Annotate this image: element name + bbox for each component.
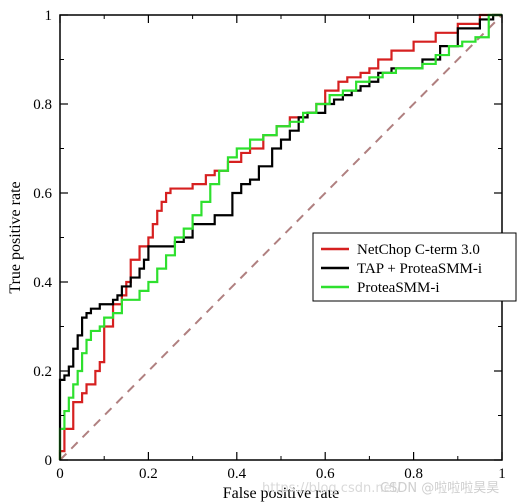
series-line-2 xyxy=(58,13,502,460)
series-layer xyxy=(58,13,502,460)
y-axis-title: True positive rate xyxy=(7,181,24,293)
legend: NetChop C-term 3.0 TAP + ProteaSMM-i Prote… xyxy=(312,232,517,302)
x-tick-label: 0.6 xyxy=(316,466,335,482)
x-axis-title: False positive rate xyxy=(223,485,339,502)
x-tick-label: 1 xyxy=(498,466,506,482)
diagonal-line xyxy=(59,14,503,461)
watermark-text: CSDN @啦啦啦昊昊 xyxy=(380,481,499,496)
x-tick-label: 0 xyxy=(56,466,64,482)
ticks-layer: 0 0.2 0.4 0.6 0.8 1 0 0.2 0.4 0.6 0.8 1 xyxy=(33,8,506,482)
y-tick-label: 0.6 xyxy=(33,186,52,202)
y-tick-label: 0 xyxy=(45,453,53,469)
legend-label-1: NetChop C-term 3.0 xyxy=(357,242,480,258)
diagonal-layer xyxy=(59,14,503,461)
y-tick-label: 1 xyxy=(45,8,53,24)
y-tick-label: 0.4 xyxy=(33,275,52,291)
legend-label-2: TAP + ProteaSMM-i xyxy=(357,261,482,277)
series-line-3 xyxy=(58,13,502,460)
x-tick-label: 0.4 xyxy=(227,466,246,482)
series-line-1 xyxy=(58,13,502,460)
watermark-url: https://blog.csdn.net/ xyxy=(262,481,402,496)
x-tick-label: 0.2 xyxy=(139,466,158,482)
x-tick-label: 0.8 xyxy=(404,466,423,482)
legend-label-3: ProteaSMM-i xyxy=(357,280,440,296)
y-tick-label: 0.8 xyxy=(33,97,52,113)
y-tick-label: 0.2 xyxy=(33,364,52,380)
